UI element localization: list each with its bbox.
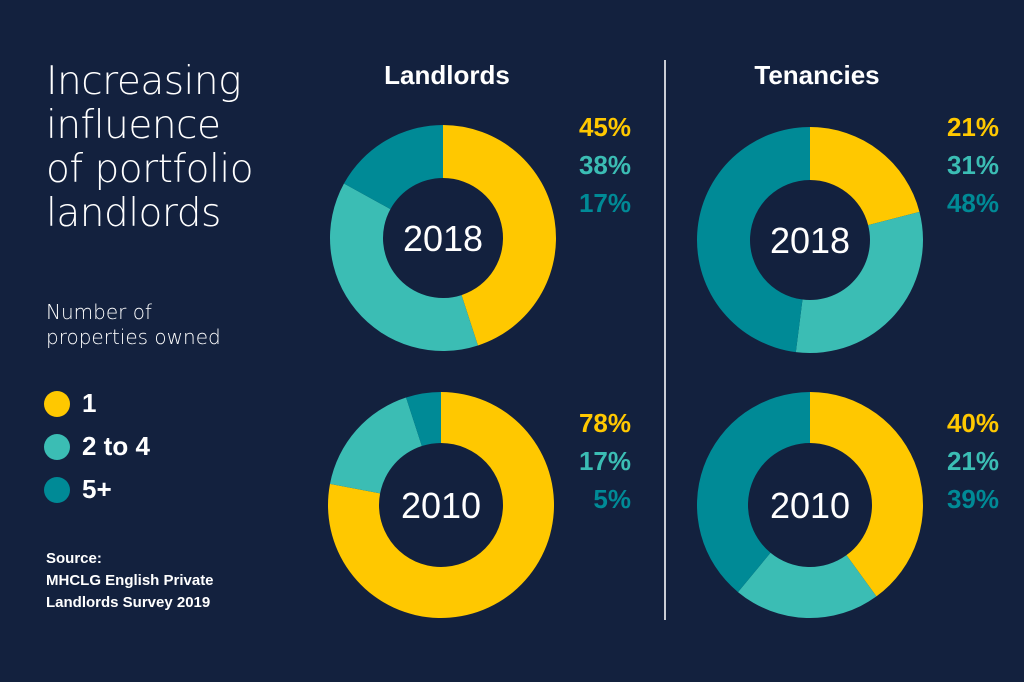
column-divider [664,60,666,620]
donut-landlords-2018: 2018 [329,125,556,352]
donut-slice-5plus [696,392,810,593]
title-line: influence [46,103,221,148]
donut-slice-2-to-4 [330,397,422,494]
donut-slice-1 [443,125,556,346]
data-label-percent: 40% [946,408,999,438]
donut-center-year: 2018 [770,220,850,261]
source-line: MHCLG English Private [46,572,214,589]
data-label-percent: 78% [578,408,631,438]
legend: 1 2 to 4 5+ [44,382,150,511]
donut-slice-5plus [697,127,810,353]
legend-title: Number of properties owned [46,300,221,350]
data-label-percent: 31% [946,150,999,180]
data-label-percent: 39% [946,484,999,514]
column-title-tenancies: Tenancies [754,60,880,90]
legend-swatch-icon [44,390,70,417]
donut-center-year: 2010 [401,485,481,526]
donut-slice-1 [327,392,554,618]
title-line: Increasing [46,59,242,104]
legend-label: 1 [82,388,97,418]
title-line: landlords [46,191,221,236]
donut-center-year: 2018 [403,218,483,259]
donut-slice-1 [810,127,920,226]
data-label-percent: 21% [946,112,999,142]
legend-item-5-plus: 5+ [44,468,150,511]
donut-tenancies-2010: 2010 [696,392,923,619]
donut-center-year: 2010 [770,485,850,526]
legend-item-2-to-4: 2 to 4 [44,425,150,468]
data-label-percent: 5% [593,484,631,514]
donut-slice-5plus [406,392,441,447]
legend-swatch-icon [44,476,70,503]
data-label-percent: 45% [578,112,631,142]
source-line: Landlords Survey 2019 [46,594,211,611]
donut-landlords-2010: 2010 [327,392,554,618]
donut-slice-2-to-4 [737,552,877,619]
donut-slice-2-to-4 [795,211,923,353]
data-label-percent: 17% [578,446,631,476]
source-line: Source: [46,550,102,567]
source-note: Source: MHCLG English Private Landlords … [46,548,214,614]
chart-title: Increasing influence of portfolio landlo… [46,59,254,236]
legend-title-line: properties owned [46,325,221,349]
donut-slice-5plus [343,125,443,210]
data-label-percent: 17% [578,188,631,218]
title-line: of portfolio [46,147,254,192]
data-label-percent: 38% [578,150,631,180]
legend-title-line: Number of [46,300,152,324]
donut-tenancies-2018: 2018 [697,127,923,353]
data-label-percent: 48% [946,188,999,218]
legend-item-1: 1 [44,382,150,425]
legend-label: 2 to 4 [82,431,150,461]
donut-slice-1 [810,392,923,597]
legend-label: 5+ [82,474,112,504]
legend-swatch-icon [44,433,70,460]
column-title-landlords: Landlords [384,60,510,90]
donut-slice-2-to-4 [329,183,478,352]
data-label-percent: 21% [946,446,999,476]
